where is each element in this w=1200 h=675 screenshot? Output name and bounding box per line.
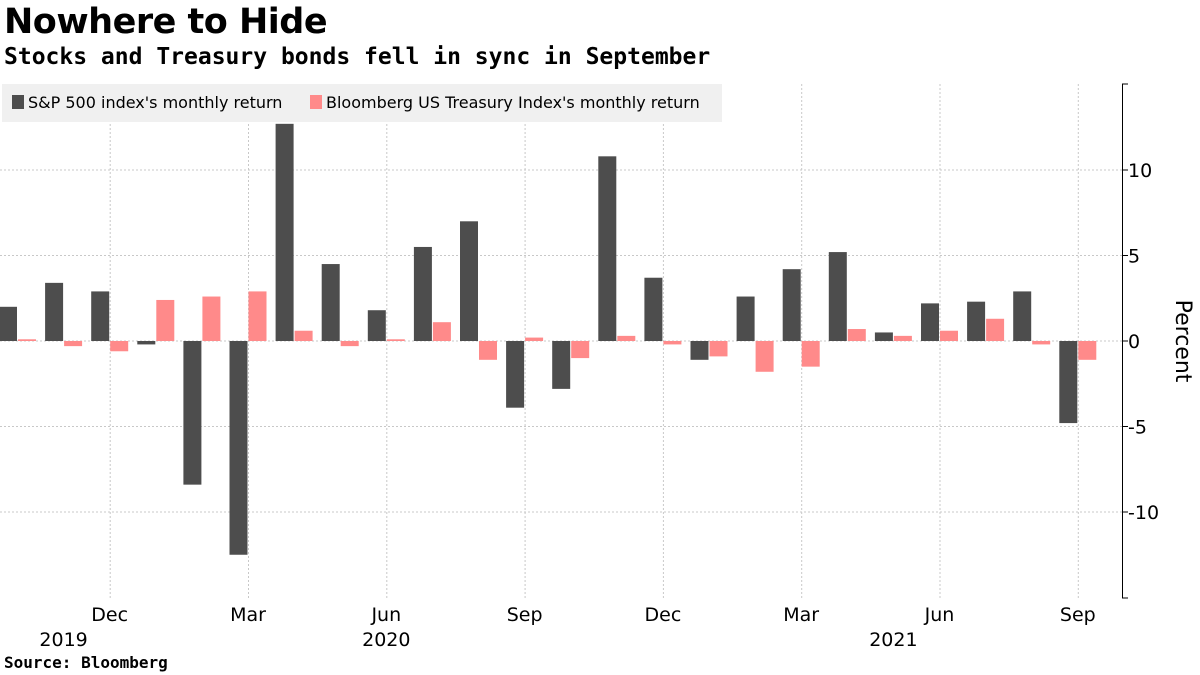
- treasury-bar: [110, 341, 129, 352]
- sp500-bar: [460, 221, 478, 341]
- treasury-bar: [202, 296, 221, 341]
- x-tick-label: Mar: [783, 604, 819, 626]
- sp500-bar: [1013, 291, 1032, 341]
- treasury-bar: [755, 341, 774, 372]
- treasury-bar: [893, 335, 912, 341]
- sp500-bar: [321, 264, 340, 341]
- x-axis: Dec Mar Jun Sep Dec Mar Jun Sep 2019 2020 2021: [39, 604, 1095, 651]
- x-tick-label: Jun: [370, 604, 401, 626]
- sp500-bar: [275, 123, 294, 341]
- chart-title: Nowhere to Hide: [4, 2, 328, 42]
- treasury-bar: [525, 337, 544, 341]
- sp500-bar: [736, 296, 755, 341]
- treasury-bar: [479, 341, 497, 360]
- legend-label: Bloomberg US Treasury Index's monthly re…: [326, 93, 700, 112]
- sp500-bar: [690, 341, 709, 360]
- x-tick-label: Dec: [645, 604, 682, 626]
- y-tick-label: -5: [1128, 417, 1147, 439]
- treasury-bar: [940, 330, 958, 341]
- treasury-bar: [1032, 341, 1051, 345]
- x-tick-label: Jun: [924, 604, 955, 626]
- legend-swatch-treasury: [310, 95, 322, 109]
- sp500-bar: [1059, 341, 1078, 424]
- legend-background: [2, 84, 722, 122]
- sp500-bar: [0, 306, 17, 341]
- sp500-bar: [552, 341, 571, 389]
- sp500-bar: [45, 282, 64, 341]
- treasury-bar: [571, 341, 590, 359]
- sp500-bar: [413, 246, 432, 341]
- y-tick-label: 10: [1128, 160, 1152, 182]
- sp500-bar: [91, 291, 110, 341]
- treasury-bar: [663, 341, 682, 345]
- x-tick-label: Dec: [91, 604, 128, 626]
- x-year-label: 2019: [39, 629, 87, 651]
- treasury-bar: [847, 329, 866, 341]
- treasury-bar: [386, 339, 405, 341]
- x-year-label: 2021: [869, 629, 917, 651]
- treasury-bar: [340, 341, 359, 347]
- treasury-bar: [1078, 341, 1097, 360]
- chart-subtitle: Stocks and Treasury bonds fell in sync i…: [4, 44, 711, 70]
- sp500-bar: [782, 269, 801, 341]
- treasury-bar: [801, 341, 820, 367]
- sp500-bar: [967, 301, 986, 341]
- bars: [0, 123, 1097, 555]
- sp500-bar: [828, 252, 847, 341]
- treasury-bar: [986, 318, 1005, 341]
- source-note: Source: Bloomberg: [4, 653, 168, 672]
- sp500-bar: [644, 277, 663, 341]
- x-tick-label: Sep: [1060, 604, 1096, 626]
- sp500-bar: [137, 341, 156, 345]
- y-axis: 10 5 0 -5 -10: [1122, 83, 1159, 599]
- sp500-bar: [229, 341, 248, 555]
- sp500-bar: [506, 341, 525, 408]
- legend-label: S&P 500 index's monthly return: [28, 93, 282, 112]
- y-axis-title: Percent: [1170, 300, 1195, 383]
- y-tick-label: 0: [1128, 331, 1140, 353]
- x-tick-label: Sep: [507, 604, 543, 626]
- treasury-bar: [18, 339, 36, 341]
- sp500-bar: [598, 156, 617, 341]
- sp500-bar: [183, 341, 202, 485]
- y-tick-label: -10: [1128, 502, 1159, 524]
- treasury-bar: [432, 322, 451, 341]
- sp500-bar: [367, 310, 386, 341]
- treasury-bar: [709, 341, 728, 357]
- treasury-bar: [617, 335, 636, 341]
- legend-swatch-sp500: [12, 95, 24, 109]
- treasury-bar: [294, 330, 313, 341]
- legend: S&P 500 index's monthly return Bloomberg …: [2, 84, 722, 122]
- sp500-bar: [921, 303, 939, 341]
- treasury-bar: [156, 299, 175, 341]
- treasury-bar: [248, 291, 267, 341]
- y-tick-label: 5: [1128, 246, 1140, 268]
- treasury-bar: [64, 341, 83, 347]
- sp500-bar: [874, 332, 893, 341]
- x-tick-label: Mar: [230, 604, 266, 626]
- x-year-label: 2020: [362, 629, 410, 651]
